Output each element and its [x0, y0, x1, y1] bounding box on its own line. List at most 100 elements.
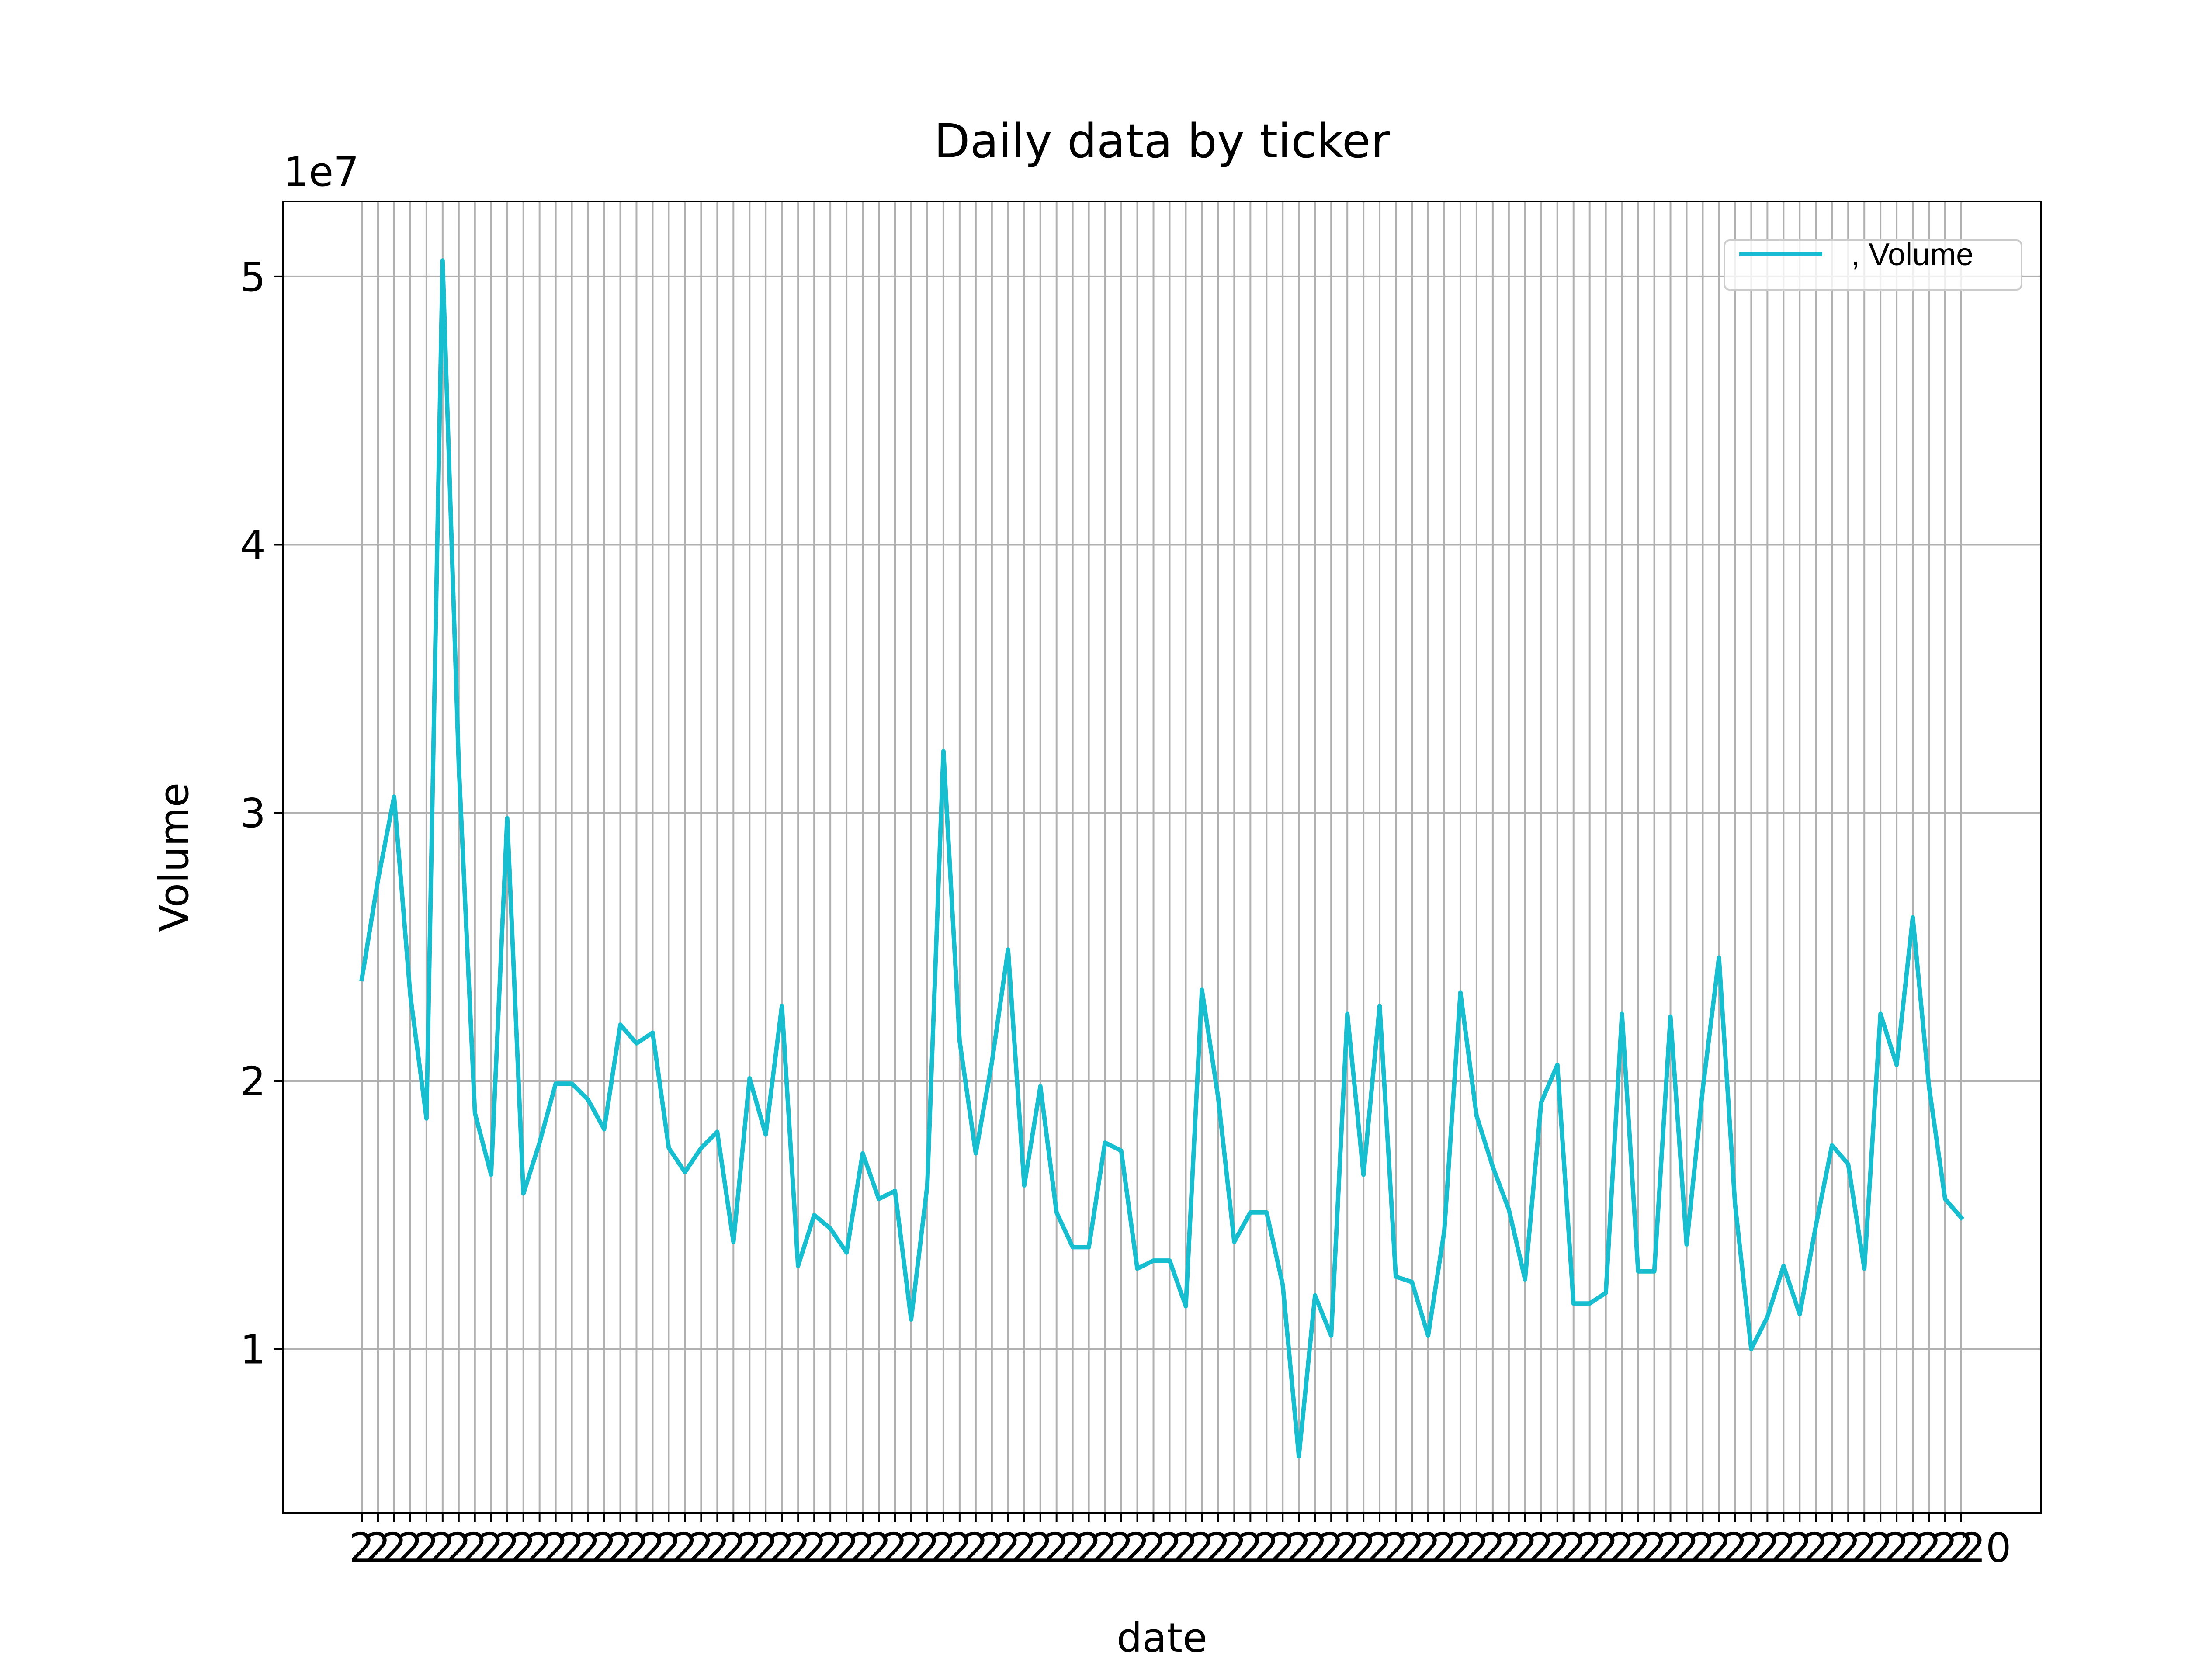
data-point: [392, 794, 396, 799]
data-point: [1183, 1304, 1188, 1308]
legend: , Volume: [1724, 237, 2022, 291]
y-offset-text: 1e7: [283, 149, 359, 195]
x-tick-label: 2: [510, 1524, 536, 1571]
data-point: [957, 1039, 962, 1043]
x-tick-label: 2: [1432, 1524, 1457, 1571]
data-point: [618, 1022, 623, 1027]
data-point: [1006, 947, 1010, 952]
x-tick-label: 2: [1383, 1524, 1409, 1571]
x-tick-label: 2: [753, 1524, 779, 1571]
x-tick-label: 2: [1496, 1524, 1522, 1571]
data-point: [1878, 1012, 1883, 1016]
x-tick-label: 2: [1868, 1524, 1894, 1571]
x-tick-label: 2: [365, 1524, 391, 1571]
data-point: [1474, 1114, 1479, 1118]
data-point: [666, 1146, 671, 1150]
x-tick-label: 2: [1932, 1524, 1958, 1571]
x-tick-label: 2: [1916, 1524, 1942, 1571]
x-tick-label: 2: [1529, 1524, 1554, 1571]
chart-title: Daily data by ticker: [934, 114, 1390, 169]
y-tick-label: 1: [240, 1327, 266, 1373]
x-tick-label: 2: [624, 1524, 649, 1571]
x-tick-label: 2: [1335, 1524, 1360, 1571]
data-point: [1959, 1216, 1963, 1220]
y-axis-label: Volume: [151, 783, 198, 932]
data-point: [1087, 1245, 1091, 1249]
data-point: [1604, 1291, 1608, 1295]
data-point: [1410, 1280, 1414, 1284]
data-point: [489, 1173, 493, 1177]
x-tick-label: 2: [1755, 1524, 1780, 1571]
data-point: [1038, 1084, 1043, 1088]
data-point: [860, 1151, 865, 1156]
x-tick-label: 2: [1512, 1524, 1538, 1571]
data-point: [586, 1098, 590, 1102]
data-point: [457, 762, 461, 767]
series-layer: [359, 258, 1965, 1459]
data-point: [893, 1189, 897, 1193]
data-point: [1539, 1100, 1543, 1105]
data-point: [650, 1030, 655, 1035]
x-tick-label: 2: [704, 1524, 730, 1571]
data-point: [1927, 1084, 1931, 1088]
data-point: [408, 993, 413, 998]
data-point: [1571, 1301, 1576, 1306]
x-tick-label: 2: [1577, 1524, 1602, 1571]
x-tick-label: 2: [1173, 1524, 1199, 1571]
data-point: [1749, 1347, 1753, 1351]
x-tick-label: 2: [1819, 1524, 1845, 1571]
data-point: [1636, 1269, 1640, 1274]
y-tick-label: 4: [240, 522, 266, 569]
data-point: [376, 878, 380, 882]
x-tick-label: 2: [430, 1524, 456, 1571]
x-axis-label: date: [1117, 1614, 1207, 1661]
data-point: [1700, 1087, 1705, 1091]
x-tick-label: 2: [672, 1524, 698, 1571]
x-tick-label: 2: [1561, 1524, 1586, 1571]
axes-frame: [282, 201, 2042, 1514]
x-tick-label: 2: [1238, 1524, 1263, 1571]
data-point: [1200, 987, 1204, 992]
x-tick-label: 2: [1367, 1524, 1393, 1571]
ticks-layer: 2222222222222222222222222222222222222222…: [240, 254, 2011, 1571]
x-tick-label: 2: [1658, 1524, 1683, 1571]
data-point: [1216, 1095, 1220, 1099]
data-point: [1814, 1223, 1818, 1228]
data-point: [1280, 1282, 1285, 1287]
data-point: [812, 1213, 816, 1217]
x-tick-label: 2: [931, 1524, 957, 1571]
x-tick-label: 2: [1415, 1524, 1441, 1571]
x-tick-label: 2: [543, 1524, 569, 1571]
data-point: [1232, 1240, 1236, 1244]
x-tick-label: 2: [1254, 1524, 1280, 1571]
data-point: [1119, 1149, 1124, 1153]
series-line-volume: [359, 258, 1965, 1459]
x-tick-label: 2: [898, 1524, 924, 1571]
data-point: [796, 1264, 800, 1268]
data-point: [1103, 1140, 1107, 1145]
x-tick-label: 2: [1835, 1524, 1861, 1571]
data-point: [360, 977, 364, 981]
y-tick-label: 3: [240, 790, 266, 837]
data-point: [1620, 1012, 1624, 1016]
x-tick-label: 2: [737, 1524, 763, 1571]
x-tick-label: 2: [1480, 1524, 1506, 1571]
x-tick-label: 2: [446, 1524, 472, 1571]
data-point: [1781, 1264, 1786, 1268]
data-point: [1507, 1208, 1511, 1212]
data-point: [440, 258, 445, 263]
x-tick-label: 2: [1044, 1524, 1069, 1571]
data-point: [1329, 1334, 1333, 1338]
data-point: [699, 1146, 703, 1150]
x-tick-label: 2: [769, 1524, 795, 1571]
x-tick-label: 2: [640, 1524, 666, 1571]
x-tick-label: 2: [1076, 1524, 1102, 1571]
x-tick-label: 2: [1205, 1524, 1231, 1571]
x-tick-label: 2: [1722, 1524, 1748, 1571]
x-tick-label: 2: [1674, 1524, 1699, 1571]
x-tick-label: 2: [1157, 1524, 1183, 1571]
data-point: [1361, 1173, 1366, 1177]
x-tick-label: 2: [1270, 1524, 1296, 1571]
data-point: [909, 1317, 913, 1322]
